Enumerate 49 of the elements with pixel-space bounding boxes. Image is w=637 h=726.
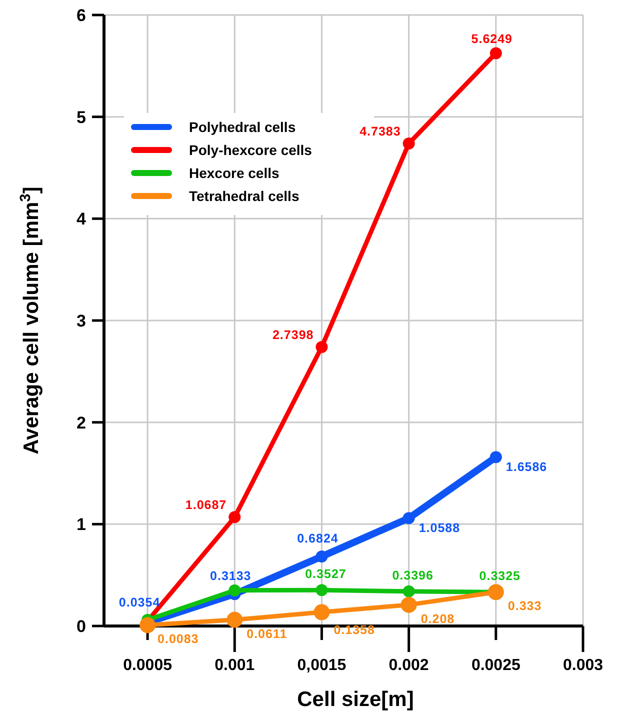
- y-tick-label: 2: [76, 413, 86, 432]
- data-label: 0.333: [508, 599, 542, 614]
- data-label: 0.208: [420, 612, 455, 626]
- y-tick-label: 4: [76, 210, 87, 229]
- point: [316, 340, 328, 353]
- point: [490, 47, 502, 60]
- point: [402, 512, 415, 524]
- point: [316, 550, 328, 563]
- y-tick-label: 3: [76, 312, 86, 330]
- data-label: 2.7398: [272, 328, 314, 342]
- y-tick-label: 6: [76, 6, 86, 25]
- x-tick-label: 0.0005: [123, 657, 172, 674]
- legend-label: Polyhedral cells: [189, 119, 296, 135]
- data-label: 5.6249: [471, 32, 513, 46]
- y-tick-label: 5: [76, 108, 86, 127]
- point: [402, 585, 415, 598]
- x-tick-label: 0.002: [388, 657, 429, 674]
- legend-label: Tetrahedral cells: [189, 188, 300, 204]
- x-tick-label: 0,0015: [297, 657, 346, 674]
- point: [226, 612, 243, 628]
- y-tick-label: 0: [76, 617, 86, 636]
- point: [314, 604, 330, 620]
- point: [402, 137, 415, 150]
- data-label: 0.0611: [246, 626, 288, 641]
- point: [228, 511, 241, 524]
- data-label: 1.0588: [418, 521, 460, 536]
- data-label: 1.6586: [506, 460, 548, 474]
- data-label: 0.3325: [479, 569, 521, 584]
- y-tick-label: 1: [76, 515, 86, 534]
- legend-label: Hexcore cells: [189, 165, 280, 181]
- x-tick-label: 0.003: [562, 657, 604, 674]
- data-label: 0.0083: [158, 632, 199, 646]
- point: [316, 584, 328, 596]
- point: [490, 451, 502, 464]
- data-label: 0.3133: [210, 569, 252, 584]
- data-label: 0.1358: [334, 623, 375, 638]
- point: [400, 596, 417, 613]
- x-axis-title: Cell size[m]: [297, 688, 414, 711]
- data-label: 0.3527: [305, 567, 346, 582]
- data-label: 0.0354: [118, 595, 160, 610]
- data-label: 0.3396: [392, 568, 434, 582]
- legend-label: Poly-hexcore cells: [189, 142, 312, 158]
- x-tick-label: 0.0025: [471, 657, 520, 674]
- point: [228, 584, 241, 596]
- data-label: 4.7383: [360, 124, 401, 138]
- point: [140, 617, 156, 634]
- x-tick-label: 0.001: [214, 657, 255, 674]
- data-label: 0.6824: [297, 532, 338, 546]
- data-label: 1.0687: [185, 498, 227, 512]
